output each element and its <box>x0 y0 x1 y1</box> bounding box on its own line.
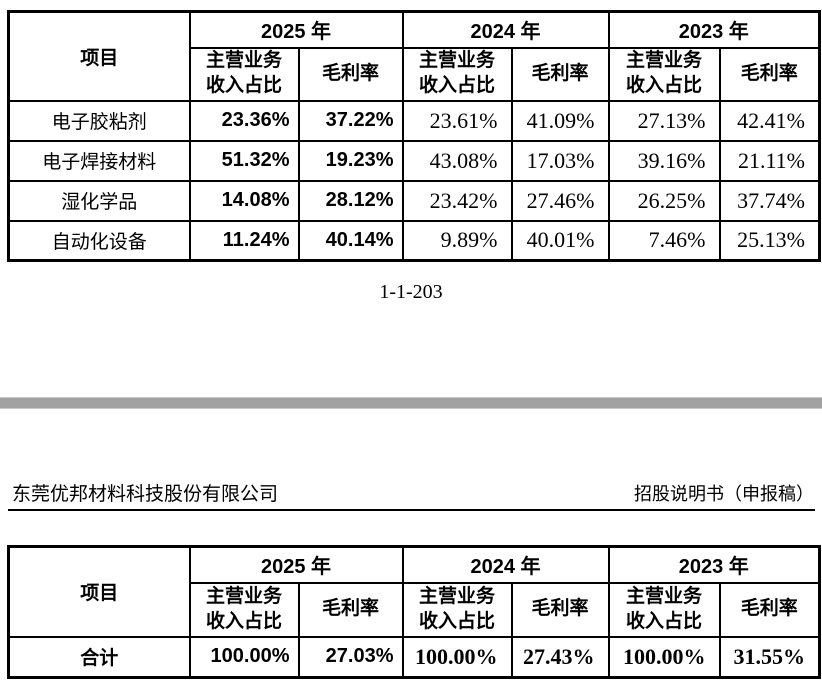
value-cell: 27.13% <box>607 99 721 142</box>
value-cell: 27.03% <box>297 635 404 679</box>
value-cell: 23.61% <box>401 99 513 142</box>
value-cell: 7.46% <box>607 219 721 262</box>
subheader-income-share-2025: 主营业务 收入占比 <box>188 46 300 102</box>
subheader-income-share-2024: 主营业务 收入占比 <box>401 46 513 102</box>
page-number: 1-1-203 <box>379 281 443 303</box>
value-cell: 25.13% <box>718 219 821 262</box>
value-cell: 11.24% <box>188 219 300 262</box>
value-cell: 40.14% <box>297 219 404 262</box>
value-cell: 14.08% <box>188 179 300 222</box>
subheader-gross-margin-2025: 毛利率 <box>297 581 404 638</box>
item-column-header: 项目 <box>7 10 191 102</box>
value-cell: 31.55% <box>718 635 821 679</box>
table-row-subheaders: 主营业务 收入占比 毛利率 主营业务 收入占比 毛利率 主营业务 收入占比 毛利… <box>9 581 821 638</box>
page-break-bar <box>0 397 822 409</box>
table-row-total: 合计 100.00% 27.03% 100.00% 27.43% 100.00%… <box>7 635 821 679</box>
value-cell: 37.74% <box>718 179 821 222</box>
subheader-income-share-2023: 主营业务 收入占比 <box>607 581 721 638</box>
value-cell: 26.25% <box>607 179 721 222</box>
subheader-gross-margin-2024: 毛利率 <box>510 581 610 638</box>
doc-title: 招股说明书（申报稿） <box>634 484 814 504</box>
value-cell: 100.00% <box>188 635 300 679</box>
year-header-2024: 2024 年 <box>401 10 610 49</box>
subheader-gross-margin-2023: 毛利率 <box>718 581 821 638</box>
year-header-2023: 2023 年 <box>607 10 821 49</box>
table-row-years: 项目 2025 年 2024 年 2023 年 <box>7 545 821 638</box>
value-cell: 9.89% <box>401 219 513 262</box>
item-column-header: 项目 <box>7 545 191 638</box>
subheader-income-share-2023: 主营业务 收入占比 <box>607 46 721 102</box>
table-row: 电子焊接材料 51.32% 19.23% 43.08% 17.03% 39.16… <box>7 139 821 182</box>
subheader-gross-margin-2025: 毛利率 <box>297 46 404 102</box>
running-header: 东莞优邦材料科技股份有限公司 招股说明书（申报稿） <box>12 478 814 506</box>
value-cell: 51.32% <box>188 139 300 182</box>
value-cell: 42.41% <box>718 99 821 142</box>
value-cell: 21.11% <box>718 139 821 182</box>
subheader-gross-margin-2023: 毛利率 <box>718 46 821 102</box>
table-row-years: 项目 2025 年 2024 年 2023 年 <box>7 10 821 102</box>
value-cell: 27.46% <box>510 179 610 222</box>
table-row-subheaders: 主营业务 收入占比 毛利率 主营业务 收入占比 毛利率 主营业务 收入占比 毛利… <box>9 46 821 102</box>
totals-table: 项目 2025 年 2024 年 2023 年 主营业务 收入占比 毛利率 主营… <box>7 545 821 679</box>
value-cell: 40.01% <box>510 219 610 262</box>
value-cell: 23.42% <box>401 179 513 222</box>
year-header-2023: 2023 年 <box>607 545 821 584</box>
main-business-breakdown-table: 项目 2025 年 2024 年 2023 年 主营业务 收入占比 毛利率 主营… <box>7 10 821 262</box>
year-header-2025: 2025 年 <box>188 10 404 49</box>
row-label: 合计 <box>7 635 191 679</box>
value-cell: 37.22% <box>297 99 404 142</box>
subheader-income-share-2024: 主营业务 收入占比 <box>401 581 513 638</box>
value-cell: 28.12% <box>297 179 404 222</box>
row-label: 电子焊接材料 <box>7 139 191 182</box>
value-cell: 43.08% <box>401 139 513 182</box>
subheader-gross-margin-2024: 毛利率 <box>510 46 610 102</box>
company-name: 东莞优邦材料科技股份有限公司 <box>12 484 279 505</box>
value-cell: 39.16% <box>607 139 721 182</box>
year-header-2024: 2024 年 <box>401 545 610 584</box>
value-cell: 27.43% <box>510 635 610 679</box>
value-cell: 100.00% <box>401 635 513 679</box>
value-cell: 19.23% <box>297 139 404 182</box>
row-label: 电子胶粘剂 <box>7 99 191 142</box>
value-cell: 41.09% <box>510 99 610 142</box>
row-label: 自动化设备 <box>7 219 191 262</box>
table-row: 湿化学品 14.08% 28.12% 23.42% 27.46% 26.25% … <box>7 179 821 222</box>
table-row: 电子胶粘剂 23.36% 37.22% 23.61% 41.09% 27.13%… <box>7 99 821 142</box>
header-rule <box>8 509 815 511</box>
year-header-2025: 2025 年 <box>188 545 404 584</box>
subheader-income-share-2025: 主营业务 收入占比 <box>188 581 300 638</box>
row-label: 湿化学品 <box>7 179 191 222</box>
value-cell: 100.00% <box>607 635 721 679</box>
value-cell: 17.03% <box>510 139 610 182</box>
table-row: 自动化设备 11.24% 40.14% 9.89% 40.01% 7.46% 2… <box>7 219 821 262</box>
value-cell: 23.36% <box>188 99 300 142</box>
